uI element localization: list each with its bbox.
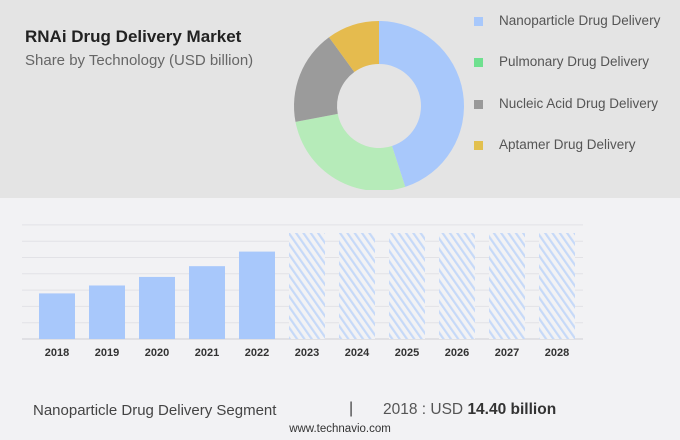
- x-tick-label: 2026: [445, 347, 469, 359]
- donut-slice: [295, 113, 406, 191]
- donut-slice: [294, 37, 355, 122]
- donut-slice: [329, 21, 379, 73]
- forecast-bar-2028: [539, 233, 575, 339]
- website-link[interactable]: www.technavio.com: [289, 423, 391, 435]
- forecast-bar-2027: [489, 233, 525, 339]
- donut-slice: [379, 21, 465, 187]
- chart-title: RNAi Drug Delivery Market: [25, 27, 242, 46]
- legend-item: Pulmonary Drug Delivery: [474, 55, 669, 68]
- forecast-bar-2026: [439, 233, 475, 339]
- legend-label: Aptamer Drug Delivery: [499, 137, 636, 152]
- footer-separator: |: [349, 400, 354, 417]
- legend-swatch: [474, 58, 483, 67]
- chart-subtitle: Share by Technology (USD billion): [25, 52, 254, 69]
- forecast-bar-2023: [289, 233, 325, 339]
- donut-chart: [280, 21, 480, 198]
- legend-label: Nanoparticle Drug Delivery: [499, 13, 661, 28]
- legend-item: Nucleic Acid Drug Delivery: [474, 97, 669, 110]
- legend-swatch: [474, 17, 483, 26]
- footer-segment: Nanoparticle Drug Delivery Segment: [33, 402, 277, 419]
- footer-value-amount: 14.40 billion: [467, 401, 557, 418]
- x-tick-label: 2024: [345, 347, 370, 359]
- x-tick-label: 2020: [145, 347, 169, 359]
- forecast-bar-2025: [389, 233, 425, 339]
- x-tick-label: 2025: [395, 347, 419, 359]
- legend-label: Pulmonary Drug Delivery: [499, 54, 650, 69]
- bar-2018: [39, 293, 75, 339]
- x-tick-label: 2022: [245, 347, 269, 359]
- footer-year-label: 2018 : USD: [383, 401, 468, 418]
- footer-value: 2018 : USD 14.40 billion: [383, 401, 556, 419]
- x-tick-label: 2028: [545, 347, 569, 359]
- bar-2021: [189, 266, 225, 339]
- bar-2019: [89, 285, 125, 339]
- forecast-bar-2024: [339, 233, 375, 339]
- x-tick-label: 2027: [495, 347, 519, 359]
- x-tick-label: 2018: [45, 347, 69, 359]
- legend-item: Aptamer Drug Delivery: [474, 138, 669, 151]
- legend-swatch: [474, 141, 483, 150]
- x-tick-label: 2023: [295, 347, 319, 359]
- legend-item: Nanoparticle Drug Delivery: [474, 14, 669, 27]
- bar-2020: [139, 276, 175, 339]
- legend-swatch: [474, 100, 483, 109]
- legend-label: Nucleic Acid Drug Delivery: [499, 96, 659, 111]
- bar-chart: 2018 2019 2020 2021 2022 2023 2024 2025 2026 2027…: [22, 224, 583, 359]
- x-tick-label: 2019: [95, 347, 119, 359]
- x-tick-label: 2021: [195, 347, 219, 359]
- bar-2022: [239, 251, 275, 339]
